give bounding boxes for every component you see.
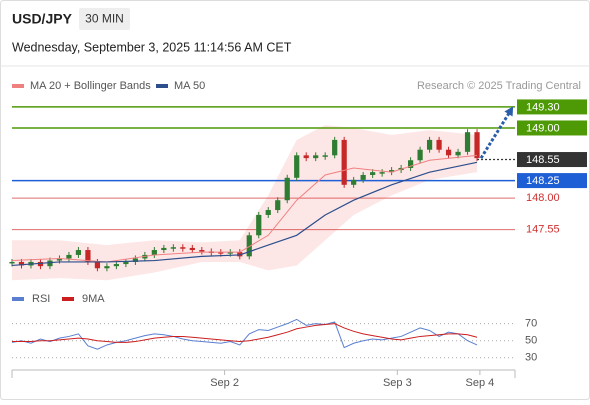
legend-swatch [62, 297, 74, 301]
candle [284, 177, 290, 201]
y-tick-label: 30 [525, 352, 537, 364]
rsi-line [12, 323, 478, 343]
candle [37, 261, 44, 267]
candle [75, 250, 82, 255]
candle [332, 139, 338, 156]
legend-label: MA 20 + Bollinger Bands [30, 80, 151, 92]
candle [341, 139, 347, 185]
candle [237, 252, 243, 257]
x-tick-label: Sep 2 [210, 377, 239, 389]
level-label: 148.25 [526, 175, 560, 187]
candle [47, 260, 53, 267]
candle [417, 149, 423, 161]
candle [170, 247, 176, 249]
level-label: 148.55 [526, 154, 560, 166]
candle [256, 214, 262, 236]
rsi-line [11, 318, 478, 350]
candle [199, 250, 205, 252]
level-label: 149.00 [526, 122, 560, 134]
candle [407, 160, 414, 168]
candle [370, 172, 376, 175]
level-box [517, 173, 587, 189]
candle [294, 155, 300, 178]
candle [56, 258, 63, 261]
x-tick-label: Sep 3 [383, 377, 412, 389]
candle [123, 261, 129, 265]
candle [445, 149, 452, 156]
datetime: Wednesday, September 3, 2025 11:14:56 AM… [12, 40, 292, 54]
candle [275, 200, 281, 211]
level-box [517, 152, 587, 168]
legend-swatch [12, 297, 24, 301]
candle [9, 261, 15, 264]
candle [389, 170, 395, 173]
candle [218, 252, 224, 254]
candle [104, 266, 110, 269]
candle [132, 258, 138, 262]
y-tick-label: 50 [525, 335, 537, 347]
forecast-arrow [479, 109, 513, 159]
candle [66, 254, 72, 259]
ma-line [11, 161, 478, 267]
level-label: 149.30 [526, 101, 560, 113]
candle [18, 261, 25, 266]
symbol: USD/JPY [12, 11, 73, 27]
candle [85, 250, 91, 262]
level-label: 148.00 [526, 192, 560, 204]
candle [94, 261, 101, 269]
forecast-arrowhead [504, 106, 514, 117]
timeframe: 30 MIN [85, 12, 124, 26]
candle [303, 155, 309, 159]
candle [313, 155, 319, 159]
candle [246, 235, 252, 257]
candle [189, 247, 195, 251]
level-label: 147.55 [526, 224, 560, 236]
level-box [517, 99, 587, 115]
candle [351, 179, 357, 185]
candle [360, 174, 366, 180]
legend-swatch [156, 84, 168, 88]
candle [464, 132, 471, 152]
legend-label: RSI [32, 293, 50, 305]
legend-swatch [12, 84, 24, 88]
y-tick-label: 70 [525, 318, 537, 330]
credit: Research © 2025 Trading Central [417, 80, 581, 92]
candle [180, 247, 186, 249]
legend-label: 9MA [82, 293, 105, 305]
candle [436, 139, 442, 150]
candle [265, 210, 271, 215]
candle [455, 151, 461, 156]
candle [426, 139, 433, 150]
candle [227, 252, 233, 254]
candle [322, 155, 328, 157]
timeframe-box [79, 8, 130, 30]
legend-label: MA 50 [174, 80, 205, 92]
x-tick-label: Sep 4 [466, 377, 495, 389]
candle [161, 247, 167, 251]
bollinger-band [12, 125, 478, 281]
candle [474, 132, 480, 159]
candle [379, 172, 385, 174]
level-box [517, 120, 587, 136]
candle [113, 264, 120, 267]
candle [151, 250, 157, 255]
